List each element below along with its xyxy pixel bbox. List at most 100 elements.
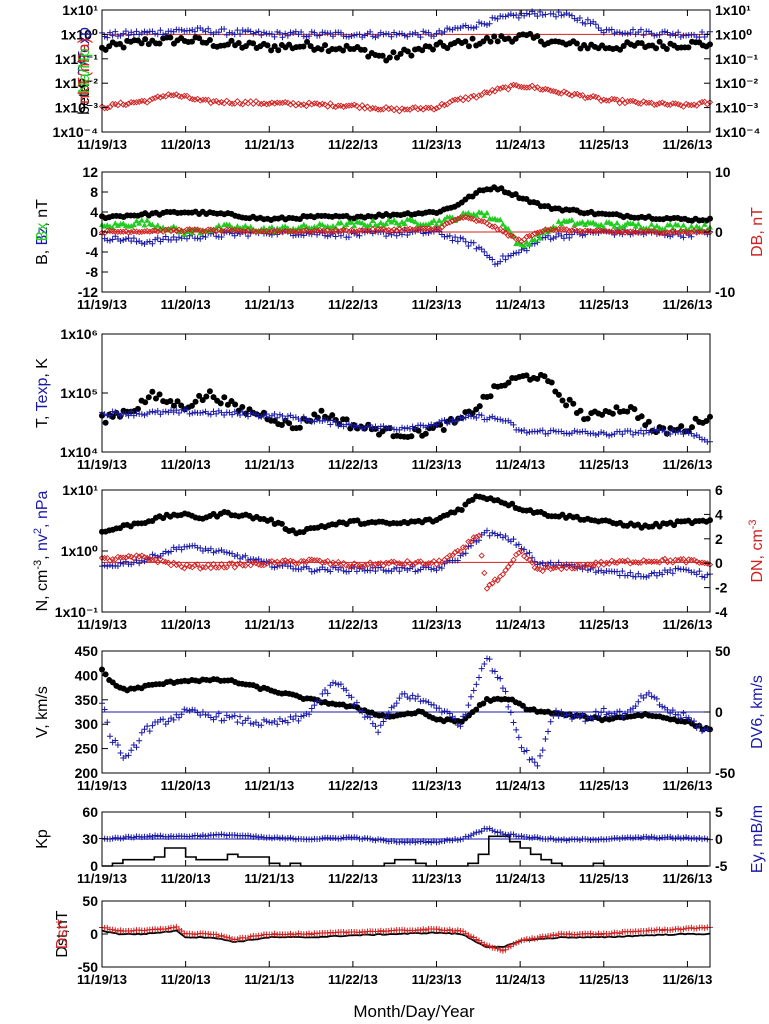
point-nkT [300, 101, 307, 108]
point-DN [675, 557, 682, 564]
point-Bx [614, 219, 621, 226]
point-Dst* [608, 930, 615, 937]
point-Bx [499, 221, 506, 227]
point-Texp [550, 427, 557, 434]
point-Bx [701, 221, 708, 227]
point-Bx [170, 223, 177, 229]
point-Texp [138, 411, 145, 418]
point-nkT [133, 99, 140, 106]
point-Ey [523, 834, 530, 841]
point-nv2 [701, 574, 708, 581]
point-Texp [101, 411, 108, 418]
date-label: 11/24/13 [495, 137, 545, 152]
point-Bx [375, 222, 382, 228]
point-DV6 [704, 726, 711, 733]
point-DB [486, 222, 493, 229]
point-nkT [332, 103, 339, 111]
point-T/Texp [316, 32, 323, 39]
point-DV6 [587, 714, 594, 721]
point-DB [146, 228, 153, 235]
point-Ey [489, 827, 496, 834]
point-Dst* [205, 930, 212, 937]
plot-frame-N [101, 489, 711, 613]
point-Ey [616, 835, 623, 842]
point-beta [120, 44, 127, 51]
point-nkT [539, 86, 546, 93]
point-Bx [144, 217, 151, 223]
right-tick-label-beta: 1x10¹ [715, 2, 751, 18]
point-T/Texp [483, 22, 490, 29]
point-DV6 [106, 733, 113, 740]
point-T/Texp [667, 32, 674, 39]
point-nkT [194, 95, 201, 102]
series-Dst* [99, 923, 713, 954]
point-DN [359, 563, 366, 570]
point-Ey [359, 836, 366, 843]
point-nkT [136, 98, 143, 105]
point-T/Texp [696, 34, 703, 41]
point-Texp [319, 418, 326, 425]
point-nv2 [513, 541, 520, 548]
point-DB [173, 227, 180, 235]
date-label: 11/22/13 [328, 972, 378, 987]
y-tick-label-beta: 1x10¹ [62, 2, 98, 18]
point-nv2 [531, 558, 538, 565]
point-DB [141, 228, 148, 235]
point-DV6 [327, 682, 334, 689]
point-T/Texp [308, 28, 315, 35]
point-DN [401, 561, 408, 568]
point-DV6 [645, 689, 652, 696]
point-DN [197, 565, 204, 572]
y-tick-label-V: 400 [75, 667, 99, 683]
point-Bz [680, 234, 687, 241]
point-Ey [656, 835, 663, 842]
point-T/Texp [138, 29, 145, 36]
point-DV6 [178, 711, 185, 718]
point-beta [656, 38, 663, 45]
point-DV6 [696, 722, 703, 729]
point-DB [428, 226, 435, 233]
point-DN [499, 571, 507, 578]
point-Bx [523, 239, 530, 245]
point-V [102, 671, 109, 678]
point-Ey [627, 834, 634, 841]
point-Ey [401, 839, 408, 846]
point-nkT [308, 101, 315, 108]
point-Dst* [284, 931, 291, 938]
point-DV6 [364, 713, 371, 720]
point-Texp [446, 419, 453, 426]
point-nv2 [213, 548, 220, 555]
point-T/Texp [255, 28, 262, 35]
series-nkT [98, 81, 714, 115]
point-Bx [149, 221, 156, 228]
point-Dst* [245, 934, 252, 941]
series-B [99, 184, 713, 224]
point-nkT [157, 94, 164, 101]
point-DN [398, 561, 406, 568]
point-nkT [507, 82, 515, 89]
point-nkT [526, 84, 533, 91]
point-DV6 [494, 674, 501, 681]
point-nv2 [555, 559, 562, 566]
point-T [134, 405, 141, 412]
point-nkT [348, 102, 355, 109]
point-nkT [197, 97, 204, 104]
point-DN [367, 559, 374, 566]
date-label: 11/22/13 [328, 617, 378, 632]
point-DB [114, 228, 122, 236]
point-beta [617, 46, 624, 53]
point-DV6 [505, 703, 512, 710]
point-beta [444, 45, 451, 52]
point-Bz [109, 236, 116, 243]
point-DB [441, 221, 448, 228]
panel-beta: 11/19/13 11/20/13 11/21/13 11/22/13 11/23/13… [53, 2, 761, 152]
point-nkT [316, 101, 323, 108]
right-tick-label-N: 2 [715, 531, 723, 547]
point-DN [539, 567, 546, 575]
point-DN [528, 559, 536, 566]
point-beta [379, 52, 386, 59]
point-DV6 [385, 710, 392, 717]
point-Texp [327, 421, 334, 428]
point-nkT [497, 85, 504, 92]
point-DN [552, 564, 560, 571]
